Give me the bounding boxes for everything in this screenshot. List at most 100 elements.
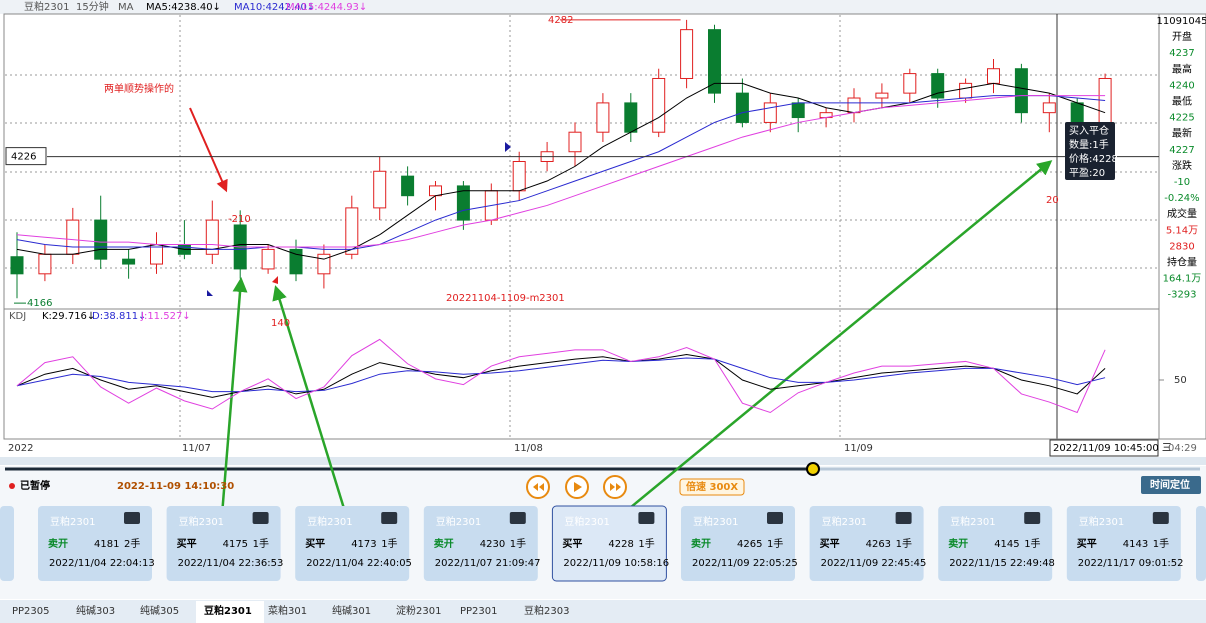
info-value: 5.14万 [1166, 225, 1198, 236]
info-value: 4237 [1169, 48, 1194, 59]
locate-button[interactable] [1141, 476, 1201, 494]
card-symbol: 豆粕2301 [50, 515, 95, 528]
card-time: 2022/11/17 09:01:52 [1078, 558, 1184, 569]
card-qty: 1手 [638, 537, 654, 550]
info-value: 4227 [1169, 145, 1194, 156]
card-symbol: 豆粕2301 [693, 515, 738, 528]
chat-icon [252, 512, 269, 524]
candle-body [763, 102, 777, 123]
card-time: 2022/11/09 10:58:16 [563, 558, 669, 569]
candle-body [875, 92, 889, 99]
tooltip-line: 平盈:20 [1069, 167, 1105, 179]
trade-card[interactable] [423, 506, 538, 581]
card-symbol: 豆粕2301 [564, 515, 609, 528]
trade-card[interactable] [681, 506, 795, 581]
ma10-label: MA10:4242.40↓ [234, 2, 315, 13]
card-action: 买平 [177, 538, 197, 550]
low-marker: 4166 [27, 298, 52, 309]
card-qty: 1手 [510, 537, 526, 550]
speed: 倍速 300X [686, 480, 738, 493]
tab[interactable]: 豆粕2301 [204, 604, 252, 617]
ma-line [16, 82, 1106, 260]
info-value: 4225 [1169, 113, 1194, 124]
speed-box[interactable] [679, 478, 745, 496]
candle-body [791, 102, 805, 119]
progress-knob[interactable] [806, 462, 820, 476]
info-label: 最新 [1172, 127, 1192, 140]
candle-body [38, 253, 52, 275]
candle-body [401, 175, 415, 197]
card-symbol: 豆粕2301 [1079, 515, 1124, 528]
partial-card [1196, 506, 1206, 581]
ma-line [16, 95, 1106, 250]
card-qty: 1手 [1153, 537, 1169, 550]
trade-card[interactable] [38, 506, 152, 581]
status: 已暂停 [20, 479, 50, 492]
card-action: 卖开 [434, 537, 454, 550]
tab[interactable]: 豆粕2303 [524, 604, 569, 617]
y-tick-label: 50 [1174, 375, 1187, 386]
grid [5, 15, 1158, 438]
trade-card[interactable] [166, 506, 281, 581]
trade-card[interactable] [809, 506, 924, 581]
card-symbol: 豆粕2301 [822, 515, 867, 528]
candle-body [512, 161, 526, 192]
card-symbol: 豆粕2301 [950, 515, 995, 528]
d-label: D:38.811↓ [92, 311, 146, 322]
high-marker: 4282 [548, 15, 573, 26]
j-label: J:11.527↓ [140, 311, 191, 322]
card-action: 买平 [562, 538, 582, 550]
card-time: 2022/11/07 21:09:47 [435, 558, 541, 569]
right-panel [1158, 13, 1206, 440]
info-label: 涨跌 [1172, 159, 1192, 172]
chat-icon [1024, 512, 1041, 524]
trade-card[interactable] [295, 506, 410, 581]
ma-line [16, 95, 1106, 248]
candle-body [931, 73, 945, 99]
time-label: 11/09 [844, 443, 873, 454]
ma5-label: MA5:4238.40↓ [146, 2, 221, 13]
chat-icon [509, 512, 526, 524]
kdj-title: KDJ [9, 311, 26, 322]
info-label: 11091045 [1157, 16, 1206, 27]
candle-body [94, 219, 108, 260]
candle-body [289, 248, 303, 275]
tab[interactable]: 纯碱305 [140, 604, 179, 617]
info-value: 164.1万 [1163, 274, 1202, 285]
card-time: 2022/11/09 22:05:25 [692, 558, 798, 569]
tab[interactable]: 纯碱301 [332, 604, 371, 617]
card-qty: 1手 [1024, 537, 1040, 550]
tab[interactable]: 淀粉2301 [396, 604, 441, 617]
clock: 04:29 [1168, 443, 1197, 454]
symbol: 豆粕2301 [24, 0, 69, 13]
card-action: 卖开 [48, 537, 68, 550]
candle-body [708, 29, 721, 94]
card-action: 卖开 [948, 537, 968, 550]
tab[interactable]: 菜粕301 [268, 604, 307, 617]
candle-body [680, 29, 694, 79]
trade-card[interactable] [938, 506, 1053, 581]
info-value: -10 [1174, 177, 1190, 188]
gain: 140 [271, 318, 290, 329]
card-time: 2022/11/04 22:36:53 [178, 558, 284, 569]
candle-body [10, 256, 24, 275]
locate: 时间定位 [1150, 478, 1190, 491]
card-price: 4230 [480, 539, 505, 550]
chat-icon [767, 512, 783, 524]
tab[interactable]: PP2301 [460, 606, 498, 617]
trade-card[interactable] [1066, 506, 1181, 581]
card-price: 4143 [1123, 539, 1148, 550]
trade-card[interactable] [551, 505, 667, 582]
candle-body [429, 185, 442, 197]
info-label: 开盘 [1172, 30, 1192, 43]
tab[interactable]: PP2305 [12, 606, 50, 617]
candle-body [205, 219, 219, 255]
tab[interactable]: 纯碱303 [76, 604, 115, 617]
header-bar [0, 0, 1206, 14]
chat-icon [638, 512, 655, 524]
info-value: -3293 [1167, 290, 1196, 301]
candle-body [1042, 102, 1056, 114]
card-qty: 1手 [253, 537, 269, 550]
card-price: 4265 [737, 539, 762, 550]
